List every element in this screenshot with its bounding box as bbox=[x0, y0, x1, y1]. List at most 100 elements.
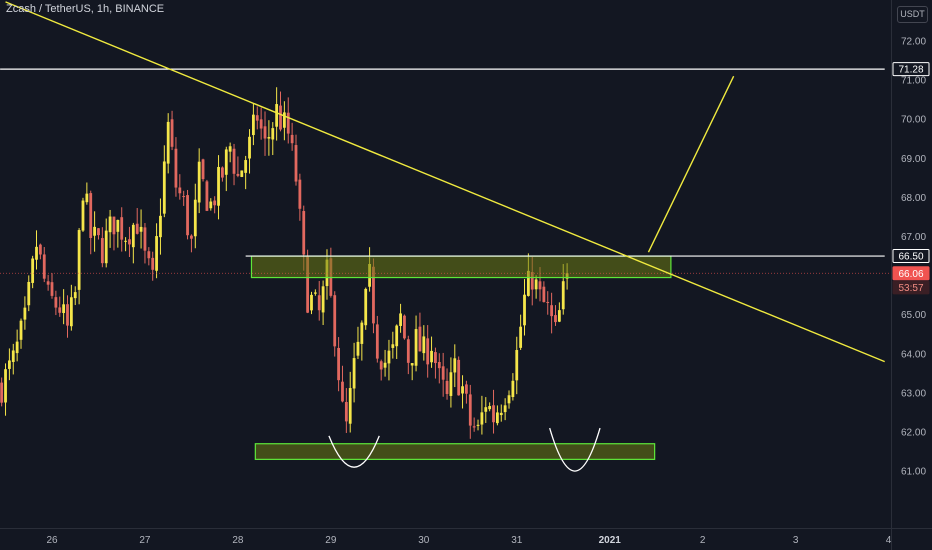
candle-body bbox=[395, 325, 399, 347]
candle-body bbox=[213, 200, 217, 206]
candle-body bbox=[159, 215, 162, 238]
y-tick-label: 67.00 bbox=[901, 232, 926, 243]
price-label: 66.06 bbox=[898, 269, 923, 280]
candle-body bbox=[147, 251, 151, 259]
y-tick-label: 63.00 bbox=[901, 388, 926, 399]
candle-body bbox=[515, 350, 519, 381]
candle-body bbox=[472, 426, 476, 428]
candle-body bbox=[54, 297, 58, 308]
candle-body bbox=[186, 195, 189, 236]
candle-body bbox=[259, 119, 263, 129]
candle-body bbox=[352, 358, 356, 389]
candle-body bbox=[104, 230, 108, 264]
candle-body bbox=[236, 173, 240, 176]
candle-body bbox=[488, 406, 492, 410]
candle-body bbox=[375, 324, 379, 359]
candle-body bbox=[453, 358, 457, 373]
candle-body bbox=[135, 223, 139, 234]
candle-body bbox=[372, 266, 375, 324]
candle-body bbox=[337, 347, 341, 381]
candle-body bbox=[341, 381, 344, 402]
candle-body bbox=[465, 384, 468, 394]
candle-body bbox=[557, 310, 561, 322]
candle-body bbox=[182, 196, 186, 198]
double-bottom-arc bbox=[328, 435, 380, 468]
candle-body bbox=[31, 258, 35, 283]
candle-body bbox=[437, 362, 441, 369]
candle-body bbox=[4, 369, 7, 403]
candle-body bbox=[282, 112, 286, 128]
candle-body bbox=[89, 193, 93, 239]
x-tick-label: 28 bbox=[232, 535, 244, 546]
candle-body bbox=[484, 407, 488, 412]
price-label: 71.28 bbox=[898, 65, 923, 76]
candle-body bbox=[499, 412, 503, 416]
candle-body bbox=[476, 424, 480, 426]
candle-body bbox=[391, 344, 395, 348]
candle-body bbox=[128, 239, 131, 245]
resistance-zone bbox=[250, 255, 672, 279]
candle-body bbox=[430, 350, 433, 363]
candle-body bbox=[224, 149, 228, 175]
projection-line bbox=[647, 75, 735, 253]
y-tick-label: 71.00 bbox=[901, 76, 926, 87]
candle-body bbox=[205, 181, 209, 211]
candle-body bbox=[495, 412, 499, 424]
candle-body bbox=[275, 104, 279, 127]
candle-body bbox=[15, 341, 19, 354]
candle-body bbox=[19, 320, 23, 340]
candle-body bbox=[228, 146, 232, 152]
candle-body bbox=[306, 256, 310, 313]
candle-body bbox=[232, 148, 236, 174]
candle-body bbox=[414, 329, 418, 366]
y-tick-label: 61.00 bbox=[901, 467, 926, 478]
y-tick-label: 64.00 bbox=[901, 349, 926, 360]
candle-body bbox=[108, 216, 112, 233]
y-tick-label: 68.00 bbox=[901, 193, 926, 204]
y-tick-label: 70.00 bbox=[901, 115, 926, 126]
candle-body bbox=[155, 236, 158, 271]
y-tick-label: 62.00 bbox=[901, 428, 926, 439]
candle-body bbox=[550, 305, 554, 317]
candle-body bbox=[290, 134, 294, 144]
symbol-title[interactable]: Zcash / TetherUS, 1h, BINANCE bbox=[6, 3, 165, 15]
candle-body bbox=[399, 313, 402, 326]
candle-body bbox=[503, 405, 507, 413]
candle-body bbox=[112, 216, 116, 235]
candle-body bbox=[480, 412, 484, 425]
candle-body bbox=[441, 366, 445, 380]
double-bottom-arc bbox=[549, 427, 601, 472]
candle-body bbox=[81, 200, 85, 231]
x-tick-label: 2021 bbox=[599, 535, 622, 546]
price-label-box bbox=[892, 62, 930, 77]
x-tick-label: 3 bbox=[793, 535, 799, 546]
candle-body bbox=[461, 386, 464, 394]
candle-body bbox=[279, 105, 282, 130]
price-label-box bbox=[892, 280, 930, 295]
y-tick-label: 69.00 bbox=[901, 154, 926, 165]
candle-body bbox=[178, 187, 182, 194]
candle-body bbox=[151, 257, 155, 270]
candle-body bbox=[422, 336, 426, 354]
currency-badge[interactable]: USDT bbox=[897, 6, 928, 23]
candle-body bbox=[434, 352, 437, 364]
candle-body bbox=[449, 372, 453, 396]
candle-body bbox=[383, 362, 387, 368]
candle-body bbox=[27, 281, 31, 306]
price-label: 66.50 bbox=[898, 252, 923, 263]
candle-body bbox=[426, 338, 430, 365]
candle-body bbox=[387, 350, 391, 364]
y-tick-label: 65.00 bbox=[901, 310, 926, 321]
candle-body bbox=[286, 112, 290, 134]
candle-body bbox=[302, 211, 306, 255]
candle-body bbox=[170, 119, 174, 147]
candle-body bbox=[193, 199, 197, 237]
candle-body bbox=[139, 226, 143, 232]
x-tick-label: 27 bbox=[139, 535, 151, 546]
price-label-box bbox=[892, 249, 930, 264]
x-tick-label: 30 bbox=[418, 535, 430, 546]
candles-layer bbox=[0, 87, 569, 439]
candle-body bbox=[248, 136, 251, 159]
